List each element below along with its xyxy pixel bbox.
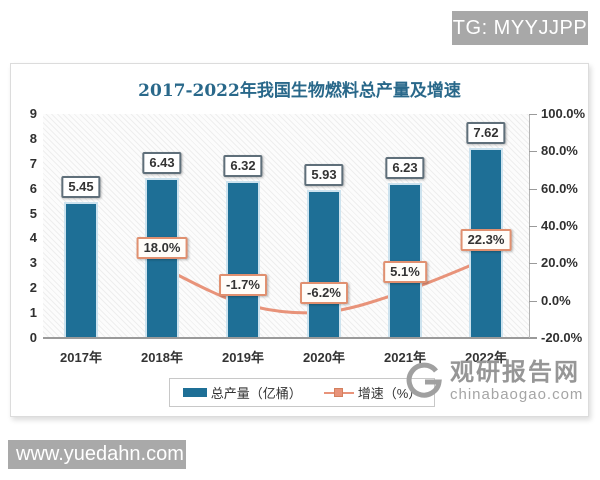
right-axis-tickmark [529, 263, 537, 265]
bar-value-label: 7.62 [466, 122, 506, 145]
bar-value-label: 6.43 [142, 151, 182, 174]
x-axis-label: 2017年 [60, 350, 102, 365]
x-axis-label: 2022年 [465, 350, 507, 365]
left-axis-tick: 8 [29, 130, 37, 146]
right-axis-tick: 80.0% [541, 143, 578, 159]
left-axis-tick: 2 [29, 280, 37, 296]
x-axis-label: 2021年 [384, 350, 426, 365]
left-axis-tick: 3 [29, 255, 37, 271]
left-axis-tick: 6 [29, 180, 37, 196]
left-axis-tick: 9 [29, 106, 37, 121]
chart-title: 2017-2022年我国生物燃料总产量及增速 [138, 81, 461, 101]
bar-value-label: 6.23 [385, 156, 425, 179]
legend-line-swatch-icon [323, 387, 354, 398]
bar [388, 182, 422, 338]
right-axis-tickmark [529, 338, 537, 339]
line-value-label: 5.1% [383, 261, 427, 284]
legend-item: 增速（%） [323, 383, 422, 402]
bar-value-label: 5.45 [61, 176, 101, 199]
telegram-badge: TG: MYYJJPP [452, 11, 588, 45]
line-value-label: -1.7% [219, 273, 267, 296]
bar-value-label: 5.93 [304, 164, 344, 187]
bar [307, 190, 341, 338]
growth-rate-line [156, 253, 492, 318]
bar [226, 180, 260, 338]
chart-card: 2017-2022年我国生物燃料总产量及增速 5.45 6.43 6.32 5.93 6… [10, 63, 589, 417]
right-axis-tickmark [529, 151, 537, 153]
bar [64, 202, 98, 338]
right-axis-tickmark [529, 300, 537, 302]
line-value-label: 18.0% [136, 237, 188, 260]
right-axis-tick: 100.0% [541, 106, 586, 121]
left-axis-tick: 7 [29, 155, 37, 171]
x-axis-line [43, 337, 537, 339]
left-axis-tick: 0 [29, 330, 37, 345]
right-axis-tickmark [529, 226, 537, 227]
plot-area: 5.45 6.43 6.32 5.93 6.23 7.62 18.0% -1.7% -6.2% 5… [43, 114, 529, 338]
x-axis-label: 2018年 [141, 350, 183, 365]
footer-watermark: www.yuedahn.com [8, 440, 186, 469]
bar-value-label: 6.32 [223, 154, 263, 177]
right-axis-tickmark [529, 188, 537, 190]
legend: 总产量（亿桶） 增速（%） [169, 378, 435, 407]
left-axis-tick: 1 [29, 305, 37, 321]
right-axis-tick: 20.0% [541, 255, 578, 271]
x-axis-label: 2019年 [222, 350, 264, 365]
line-value-label: 22.3% [460, 229, 512, 252]
legend-bar-swatch-icon [182, 388, 207, 397]
legend-item: 总产量（亿桶） [182, 383, 302, 402]
legend-label: 总产量（亿桶） [210, 386, 302, 401]
right-axis-tick: 60.0% [541, 180, 578, 196]
right-axis-tick: 40.0% [541, 218, 578, 233]
legend-label: 增速（%） [357, 386, 422, 401]
right-axis-tick: -20.0% [541, 330, 583, 345]
x-axis-label: 2020年 [303, 350, 345, 365]
left-axis-tick: 5 [29, 205, 37, 221]
right-axis-tick: 0.0% [541, 292, 571, 308]
left-axis-tick: 4 [29, 230, 37, 246]
right-axis-tickmark [529, 114, 537, 115]
line-value-label: -6.2% [300, 282, 348, 305]
